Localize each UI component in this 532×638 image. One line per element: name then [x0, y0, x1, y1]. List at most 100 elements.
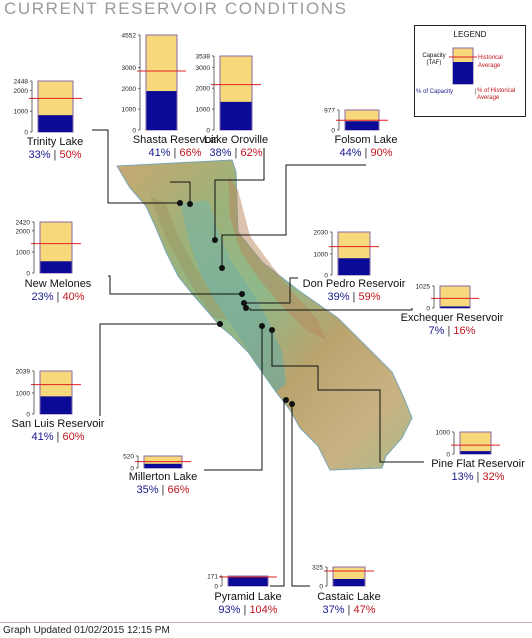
pct-historical: 66% — [179, 147, 202, 159]
storage-bar — [345, 121, 379, 130]
tick-label: 1000 — [14, 109, 29, 116]
tick-label: 0 — [130, 466, 134, 473]
location-dot-millerton-lake — [259, 323, 265, 329]
pct-capacity: 7% — [428, 325, 445, 337]
reservoir-percentages: 35% | 66% — [103, 484, 223, 496]
connector-castaic-lake — [291, 404, 310, 587]
reservoir-percentages: 33% | 50% — [0, 149, 115, 161]
tick-label: 520 — [123, 454, 134, 461]
tick-label: 3000 — [196, 65, 211, 72]
legend-swatch — [449, 47, 477, 85]
legend-separator: | — [475, 89, 477, 95]
pct-capacity: 13% — [451, 471, 474, 483]
tick-label: 1000 — [16, 249, 31, 256]
tick-label: 0 — [24, 130, 28, 137]
tick-label: 0 — [319, 584, 323, 591]
pct-separator: | — [158, 484, 168, 496]
connector-shasta-reservoir — [170, 181, 191, 204]
pct-capacity: 41% — [148, 147, 171, 159]
reservoir-name: San Luis Reservoir — [11, 418, 105, 430]
pct-capacity: 39% — [327, 291, 350, 303]
location-dot-castaic-lake — [289, 401, 295, 407]
reservoir-percentages: 37% | 47% — [289, 604, 409, 616]
bar-group-exchequer-reservoir: 1025 0 — [416, 284, 479, 313]
tick-label: 0 — [26, 412, 30, 419]
california-map — [116, 159, 413, 471]
tick-label: 3000 — [122, 65, 137, 72]
reservoir-name: Castaic Lake — [317, 591, 381, 603]
connector-pine-flat-reservoir — [271, 330, 424, 463]
location-dot-shasta-reservoir — [187, 201, 193, 207]
storage-bar — [40, 261, 72, 273]
reservoir-percentages: 44% | 90% — [306, 147, 426, 159]
reservoir-percentages: 41% | 66% — [115, 147, 235, 159]
connector-pyramid-lake — [270, 400, 285, 587]
legend-historical-label: Historical Average — [478, 55, 503, 69]
bar-group-trinity-lake: 2448 2000 1000 0 — [14, 79, 82, 137]
legend-pct-capacity-label: % of Capacity — [416, 89, 454, 95]
reservoir-bars: 2448 2000 1000 0 4552 3000 2000 1000 0 3538 3000 20… — [14, 33, 500, 591]
reservoir-percentages: 23% | 40% — [0, 291, 118, 303]
storage-bar — [228, 576, 268, 586]
reservoir-percentages: 41% | 60% — [0, 431, 118, 443]
reservoir-name: Don Pedro Reservoir — [302, 278, 406, 290]
tick-label: 0 — [26, 271, 30, 278]
pct-capacity: 38% — [209, 147, 232, 159]
pct-historical: 47% — [353, 604, 376, 616]
tick-label: 2000 — [122, 86, 137, 93]
reservoir-name: Pine Flat Reservoir — [431, 458, 525, 470]
location-dot-trinity-lake — [177, 200, 183, 206]
pct-historical: 66% — [167, 484, 190, 496]
reservoir-name: Shasta Reservoir — [132, 134, 218, 146]
pct-historical: 40% — [62, 291, 85, 303]
coast-range — [150, 196, 228, 320]
location-dot-pyramid-lake — [283, 397, 289, 403]
tick-label: 1000 — [122, 107, 137, 114]
sierra-ridge — [228, 176, 326, 340]
reservoir-name: Pyramid Lake — [214, 591, 282, 603]
pct-historical: 62% — [240, 147, 263, 159]
legend-title: LEGEND — [453, 30, 487, 39]
connector-san-luis-reservoir — [99, 323, 220, 416]
pct-separator: | — [53, 431, 63, 443]
tick-label: 2000 — [16, 228, 31, 235]
pct-separator: | — [349, 291, 359, 303]
tick-label: 171 — [207, 574, 218, 581]
reservoir-percentages: 38% | 62% — [176, 147, 296, 159]
location-dot-pine-flat-reservoir — [269, 327, 275, 333]
legend-capacity-label: Capacity (TAF) — [422, 53, 446, 66]
tick-label: 0 — [324, 273, 328, 280]
bar-group-pine-flat-reservoir: 1000 0 — [436, 430, 500, 459]
pct-historical: 50% — [59, 149, 82, 161]
bar-group-lake-oroville: 3538 3000 2000 1000 0 — [196, 54, 261, 135]
storage-bar — [460, 451, 491, 454]
tick-label: 0 — [446, 452, 450, 459]
pct-capacity: 35% — [136, 484, 159, 496]
pct-separator: | — [50, 149, 60, 161]
storage-bar — [146, 91, 177, 130]
tick-label: 1000 — [16, 390, 31, 397]
legend-pct-historical-label: % of Historical Average — [477, 88, 516, 101]
bar-group-millerton-lake: 520 0 — [123, 454, 191, 473]
location-dot-lake-oroville — [212, 237, 218, 243]
connector-new-melones — [108, 275, 242, 295]
tick-label: 2420 — [16, 220, 31, 227]
location-dot-don-pedro-reservoir — [241, 300, 247, 306]
pct-historical: 16% — [453, 325, 476, 337]
location-dot-new-melones — [239, 291, 245, 297]
pct-separator: | — [170, 147, 180, 159]
tick-label: 1000 — [436, 430, 451, 437]
location-dot-exchequer-reservoir — [243, 305, 249, 311]
tick-label: 1000 — [314, 251, 329, 258]
tick-label: 325 — [312, 565, 323, 572]
tick-label: 2000 — [14, 88, 29, 95]
reservoir-percentages: 93% | 104% — [188, 604, 308, 616]
footer: Graph Updated 01/02/2015 12:15 PM — [0, 622, 532, 638]
storage-bar — [440, 306, 470, 308]
storage-bar — [40, 396, 72, 414]
pct-separator: | — [231, 147, 241, 159]
connector-exchequer-reservoir — [249, 308, 413, 311]
connector-lines — [92, 129, 424, 587]
